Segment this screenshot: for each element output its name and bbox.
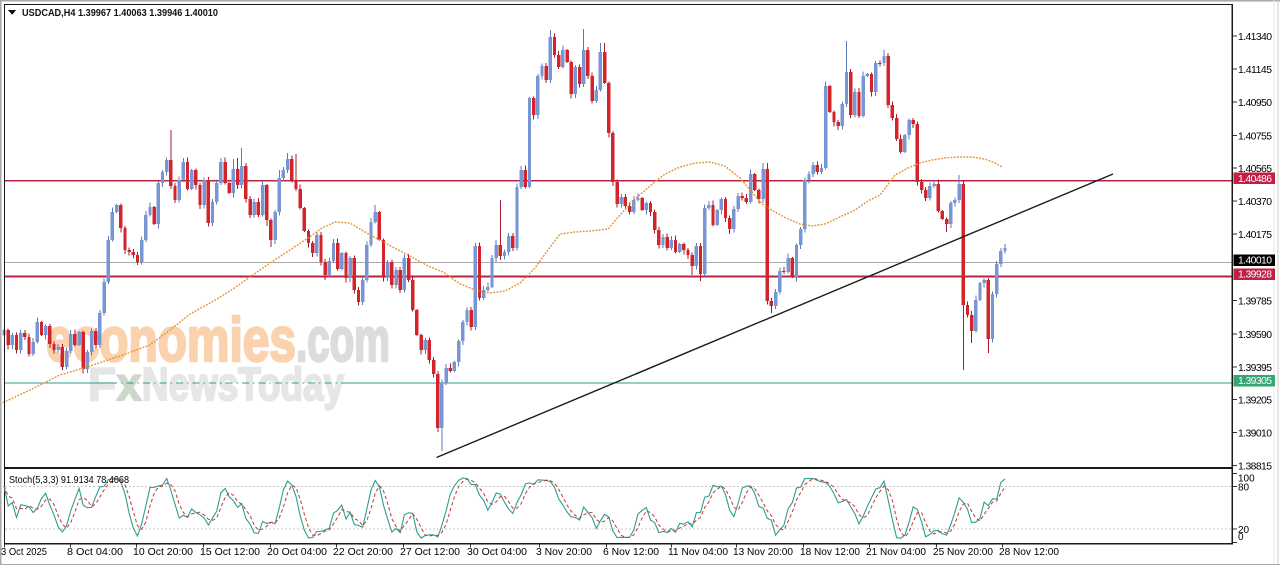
svg-text:10 Oct 20:00: 10 Oct 20:00 (133, 546, 193, 558)
svg-text:28 Nov 12:00: 28 Nov 12:00 (999, 546, 1059, 558)
svg-text:1.39785: 1.39785 (1238, 297, 1272, 308)
svg-text:25 Nov 20:00: 25 Nov 20:00 (933, 546, 993, 558)
svg-text:F: F (88, 358, 116, 410)
svg-text:1.39590: 1.39590 (1238, 330, 1272, 341)
svg-text:1.41340: 1.41340 (1238, 32, 1272, 43)
svg-text:1.39395: 1.39395 (1238, 363, 1272, 374)
svg-text:1.41145: 1.41145 (1238, 65, 1272, 76)
svg-text:22 Oct 20:00: 22 Oct 20:00 (333, 546, 393, 558)
svg-text:x: x (117, 358, 141, 410)
svg-text:1.40565: 1.40565 (1238, 164, 1272, 175)
svg-text:100: 100 (1238, 474, 1255, 485)
svg-text:13 Nov 20:00: 13 Nov 20:00 (733, 546, 793, 558)
svg-text:3 Nov 20:00: 3 Nov 20:00 (536, 546, 592, 558)
svg-text:1.40950: 1.40950 (1238, 98, 1272, 109)
svg-text:20 Oct 04:00: 20 Oct 04:00 (267, 546, 327, 558)
svg-text:0: 0 (1238, 532, 1244, 543)
svg-text:18 Nov 12:00: 18 Nov 12:00 (800, 546, 860, 558)
svg-text:20: 20 (1238, 525, 1250, 536)
svg-text:80: 80 (1238, 483, 1250, 494)
svg-text:8 Oct 04:00: 8 Oct 04:00 (67, 546, 123, 558)
svg-text:1.40370: 1.40370 (1238, 197, 1272, 208)
svg-text:15 Oct 12:00: 15 Oct 12:00 (200, 546, 260, 558)
svg-text:1.40486: 1.40486 (1238, 174, 1272, 185)
svg-text:1.39010: 1.39010 (1238, 429, 1272, 440)
svg-text:.com: .com (296, 306, 390, 375)
svg-text:6 Nov 12:00: 6 Nov 12:00 (603, 546, 659, 558)
svg-text:1.39205: 1.39205 (1238, 395, 1272, 406)
svg-text:21 Nov 04:00: 21 Nov 04:00 (866, 546, 926, 558)
svg-text:30 Oct 04:00: 30 Oct 04:00 (467, 546, 527, 558)
svg-text:1.39305: 1.39305 (1238, 376, 1272, 387)
svg-text:3 Oct 2025: 3 Oct 2025 (1, 546, 47, 558)
svg-text:11 Nov 04:00: 11 Nov 04:00 (668, 546, 728, 558)
svg-text:1.40755: 1.40755 (1238, 131, 1272, 142)
svg-text:1.40175: 1.40175 (1238, 230, 1272, 241)
svg-text:1.39928: 1.39928 (1238, 270, 1272, 281)
svg-text:Stoch(5,3,3) 91.9134 78.4068: Stoch(5,3,3) 91.9134 78.4068 (9, 474, 129, 486)
svg-text:27 Oct 12:00: 27 Oct 12:00 (400, 546, 460, 558)
svg-text:USDCAD,H4 1.39967 1.40063 1.3: USDCAD,H4 1.39967 1.40063 1.39946 1.4001… (22, 7, 218, 19)
svg-text:1.38815: 1.38815 (1238, 462, 1272, 473)
svg-text:NewsToday: NewsToday (142, 358, 344, 410)
svg-text:1.40010: 1.40010 (1238, 256, 1272, 267)
